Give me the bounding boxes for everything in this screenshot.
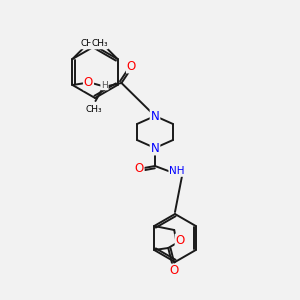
Text: O: O [84, 76, 93, 89]
Text: CH₃: CH₃ [80, 40, 97, 49]
Text: CH₃: CH₃ [85, 104, 102, 113]
Text: N: N [151, 142, 159, 154]
Text: CH₃: CH₃ [91, 40, 108, 49]
Text: O: O [134, 161, 144, 175]
Text: O: O [169, 265, 179, 278]
Text: NH: NH [169, 166, 185, 176]
Text: N: N [151, 110, 159, 122]
Text: H: H [101, 80, 108, 89]
Text: O: O [176, 235, 185, 248]
Text: O: O [127, 59, 136, 73]
